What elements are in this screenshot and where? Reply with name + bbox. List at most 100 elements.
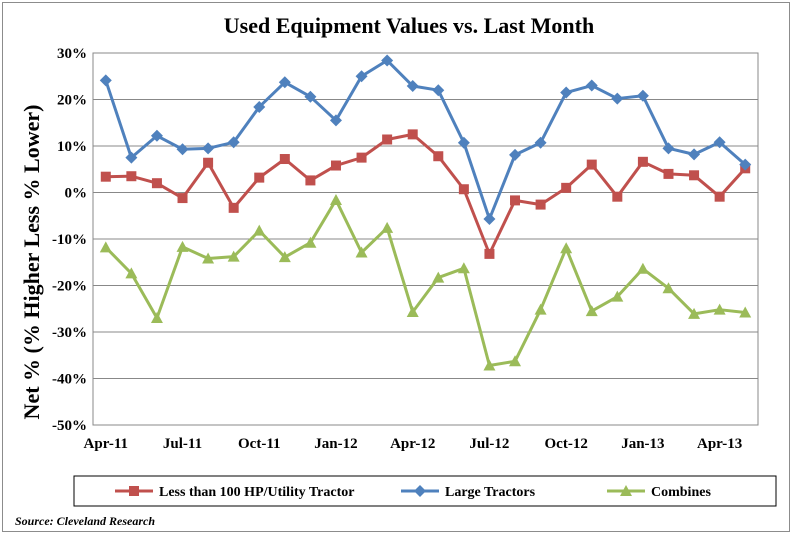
series-line	[104, 58, 747, 221]
x-tick-label: Jan-12	[314, 436, 357, 452]
source-note: Source: Cleveland Research	[15, 514, 155, 528]
data-point	[279, 154, 290, 165]
data-point	[99, 241, 112, 253]
data-point	[278, 76, 291, 89]
data-point	[278, 251, 291, 263]
line-chart: Used Equipment Values vs. Last Month Net…	[15, 13, 777, 528]
legend-marker	[414, 485, 426, 497]
data-point	[561, 182, 572, 193]
data-point	[457, 136, 470, 149]
legend-label: Large Tractors	[445, 485, 536, 500]
y-tick-label: 20%	[57, 93, 87, 109]
data-point	[304, 236, 317, 248]
data-point	[407, 129, 418, 140]
data-point	[202, 252, 215, 264]
legend: Less than 100 HP/Utility Tractor Large Tr…	[73, 475, 777, 507]
y-axis-ticks: 30% 20% 10% 0% -10% -20% -30% -40% -50%	[52, 46, 87, 434]
series-1	[99, 54, 752, 226]
data-point	[150, 312, 163, 324]
data-point	[382, 134, 393, 145]
data-point	[560, 86, 573, 99]
data-point	[329, 193, 342, 205]
x-tick-label: Oct-12	[545, 436, 588, 452]
x-tick-label: Jul-11	[163, 436, 202, 452]
data-point	[637, 156, 648, 167]
legend-label: Combines	[651, 485, 711, 500]
x-tick-label: Apr-11	[84, 436, 128, 452]
y-tick-label: -10%	[52, 232, 87, 248]
data-point	[509, 148, 522, 161]
data-point	[125, 151, 138, 164]
legend-marker	[620, 485, 632, 496]
x-axis-ticks: Apr-11 Jul-11 Oct-11 Jan-12 Apr-12 Jul-12 Oct-…	[84, 436, 743, 452]
data-point	[713, 136, 726, 149]
data-point	[534, 303, 547, 315]
data-point	[689, 170, 700, 181]
data-point	[458, 184, 469, 195]
x-tick-label: Apr-13	[697, 436, 742, 452]
x-tick-label: Apr-12	[390, 436, 435, 452]
data-point	[509, 355, 522, 367]
x-tick-label: Oct-11	[238, 436, 281, 452]
data-point	[585, 79, 598, 92]
y-tick-label: -40%	[52, 372, 87, 388]
series-0	[100, 129, 751, 259]
x-tick-label: Jan-13	[621, 436, 664, 452]
data-point	[688, 148, 701, 161]
data-point	[484, 248, 495, 259]
data-point	[611, 290, 624, 302]
data-point	[560, 242, 573, 254]
data-point	[611, 92, 624, 105]
data-point	[586, 159, 597, 170]
data-point	[304, 90, 317, 103]
data-point	[432, 84, 445, 97]
y-tick-label: 0%	[65, 186, 88, 202]
data-point	[125, 267, 138, 279]
data-point	[202, 142, 215, 155]
legend-label: Less than 100 HP/Utility Tractor	[159, 485, 354, 500]
data-point	[662, 142, 675, 155]
data-point	[151, 178, 162, 189]
data-point	[483, 213, 496, 226]
chart-title: Used Equipment Values vs. Last Month	[224, 13, 594, 38]
series-line	[104, 198, 746, 367]
y-tick-label: -20%	[52, 279, 87, 295]
y-tick-label: 30%	[57, 46, 87, 62]
series-layer	[99, 54, 752, 371]
data-point	[355, 70, 368, 83]
data-point	[636, 262, 649, 274]
data-point	[254, 172, 265, 183]
data-point	[457, 262, 470, 274]
data-point	[381, 221, 394, 233]
data-point	[126, 171, 137, 182]
data-point	[227, 136, 240, 149]
data-point	[612, 191, 623, 202]
data-point	[253, 100, 266, 113]
x-tick-label: Jul-12	[469, 436, 509, 452]
data-point	[535, 199, 546, 210]
data-point	[99, 74, 112, 87]
data-point	[510, 195, 521, 206]
data-point	[228, 202, 239, 213]
data-point	[433, 151, 444, 162]
data-point	[356, 152, 367, 163]
y-tick-label: -50%	[52, 418, 87, 434]
data-point	[713, 303, 726, 315]
data-point	[714, 191, 725, 202]
data-point	[662, 282, 675, 294]
data-point	[688, 307, 701, 319]
data-point	[176, 143, 189, 156]
data-point	[330, 160, 341, 171]
data-point	[150, 129, 163, 142]
data-point	[432, 271, 445, 283]
data-point	[305, 175, 316, 186]
data-point	[483, 359, 496, 371]
legend-entries: Less than 100 HP/Utility Tractor Large Tr…	[115, 485, 711, 500]
data-point	[585, 305, 598, 317]
data-point	[176, 240, 189, 252]
grid-lines	[93, 99, 758, 379]
data-point	[381, 54, 394, 67]
data-point	[406, 80, 419, 93]
data-point	[739, 158, 752, 171]
data-point	[203, 157, 214, 168]
